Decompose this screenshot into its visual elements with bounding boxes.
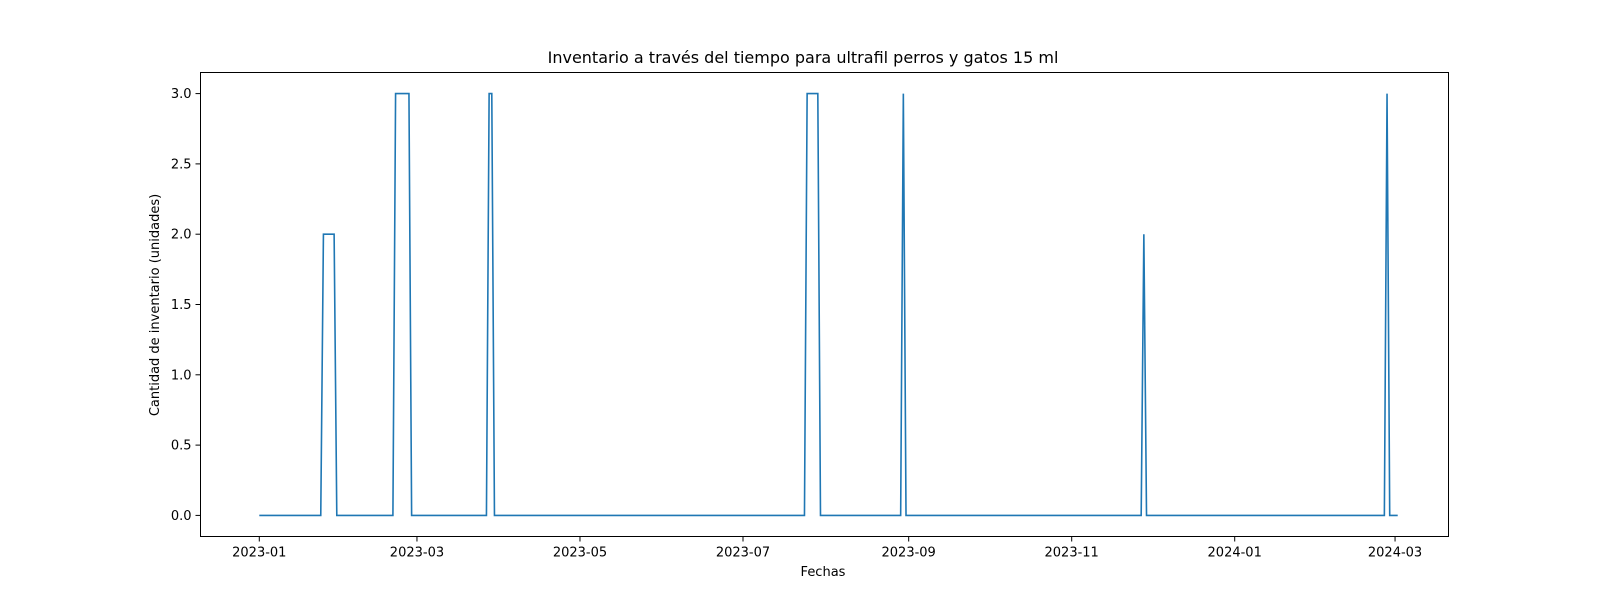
- inventory-series-line: [259, 92, 1398, 517]
- y-axis-label: Cantidad de inventario (unidades): [148, 194, 163, 416]
- x-tick-label: 2023-11: [1045, 546, 1099, 561]
- y-tick-label: 2.0: [171, 228, 192, 243]
- x-tick-label: 2023-05: [553, 546, 607, 561]
- y-tick-label: 2.5: [171, 157, 192, 172]
- y-axis-ticks: 0.0 0.5 1.0 1.5 2.0 2.5 3.0: [171, 87, 201, 524]
- x-tick-label: 2023-03: [390, 546, 444, 561]
- y-tick-label: 1.0: [171, 368, 192, 383]
- plot-area-frame: [200, 72, 1449, 537]
- x-tick-label: 2023-09: [882, 546, 936, 561]
- x-tick-label: 2024-03: [1368, 546, 1422, 561]
- x-tick-label: 2024-01: [1208, 546, 1262, 561]
- x-axis-label: Fechas: [801, 565, 846, 580]
- series-layer: [259, 92, 1398, 517]
- y-tick-label: 3.0: [171, 87, 192, 102]
- x-tick-label: 2023-01: [232, 546, 286, 561]
- x-axis-ticks: 2023-01 2023-03 2023-05 2023-07 2023-09 2023-…: [232, 536, 1422, 561]
- y-tick-label: 1.5: [171, 298, 192, 313]
- chart-title: Inventario a través del tiempo para ultr…: [548, 48, 1059, 67]
- y-tick-label: 0.5: [171, 439, 192, 454]
- y-tick-label: 0.0: [171, 509, 192, 524]
- x-tick-label: 2023-07: [716, 546, 770, 561]
